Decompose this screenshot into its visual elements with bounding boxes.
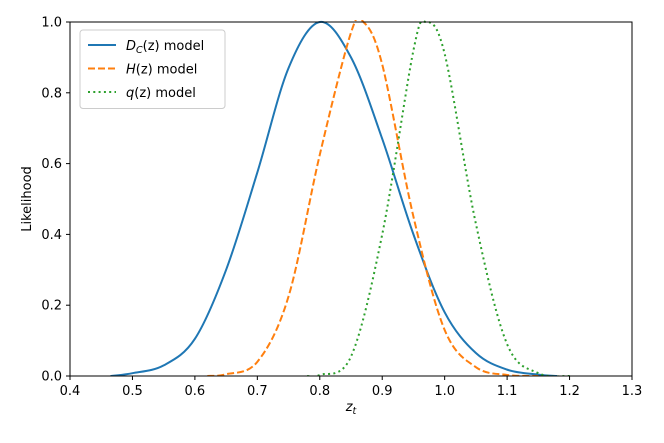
x-axis-label-subscript: t xyxy=(353,406,358,417)
legend: DC(z) model H(z) model q(z) model xyxy=(79,29,226,109)
legend-entry-1: DC(z) model xyxy=(88,39,204,56)
y-axis-label: Likelihood xyxy=(20,166,35,232)
x-axis-label-main: z xyxy=(345,400,354,415)
x-tick-label: 0.4 xyxy=(60,384,81,399)
legend-entry-3: q(z) model xyxy=(88,86,196,101)
y-tick-label: 0.4 xyxy=(41,228,62,243)
y-tick-label: 0.2 xyxy=(41,299,62,314)
x-tick-label: 0.7 xyxy=(247,384,268,399)
axes-frame xyxy=(69,21,633,377)
y-axis: 0.0 0.2 0.4 0.6 0.8 1.0 xyxy=(41,16,70,385)
legend-entry-2: H(z) model xyxy=(88,63,197,78)
x-tick-label: 0.6 xyxy=(185,384,206,399)
y-tick-label: 1.0 xyxy=(41,16,62,31)
legend-box xyxy=(79,29,226,109)
x-tick-label: 0.5 xyxy=(122,384,143,399)
x-tick-label: 1.3 xyxy=(622,384,643,399)
legend-label: q(z) model xyxy=(126,86,196,101)
legend-label: H(z) model xyxy=(126,63,197,78)
x-tick-label: 1.0 xyxy=(434,384,455,399)
series-line-3 xyxy=(307,20,570,376)
x-tick-label: 0.8 xyxy=(309,384,330,399)
x-tick-label: 1.1 xyxy=(497,384,518,399)
x-axis: 0.4 0.5 0.6 0.7 0.8 0.9 1.0 1.1 1.2 1.3 xyxy=(60,376,643,399)
x-tick-label: 1.2 xyxy=(559,384,580,399)
series-line-1 xyxy=(110,20,558,376)
legend-label: DC(z) model xyxy=(126,39,204,56)
y-tick-label: 0.8 xyxy=(41,86,62,101)
series-line-2 xyxy=(207,20,539,376)
y-tick-label: 0.0 xyxy=(41,370,62,385)
x-axis-label: zt xyxy=(345,400,358,417)
x-tick-label: 0.9 xyxy=(372,384,393,399)
y-tick-label: 0.6 xyxy=(41,157,62,172)
